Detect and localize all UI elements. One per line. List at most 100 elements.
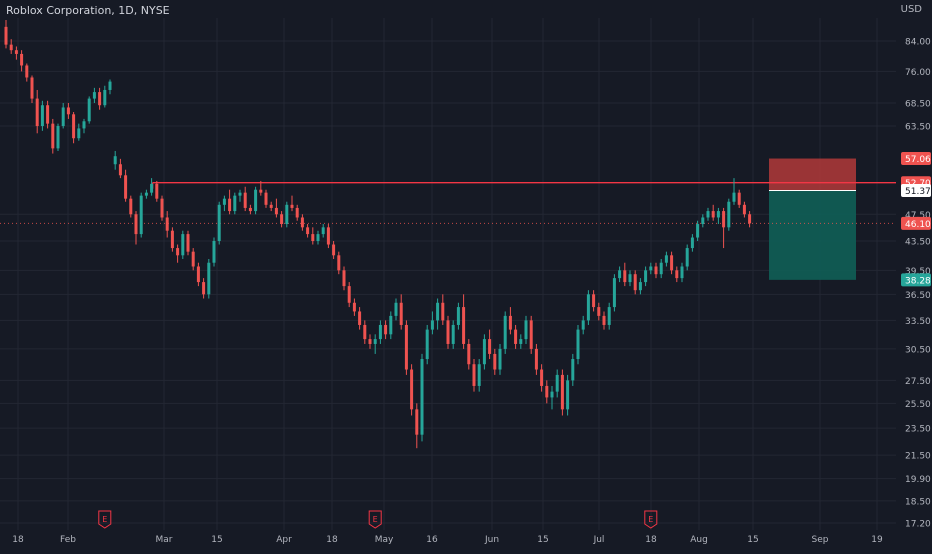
candle-body[interactable] [332, 244, 336, 256]
candle-body[interactable] [555, 374, 559, 392]
candle-body[interactable] [472, 364, 476, 386]
candle-body[interactable] [701, 217, 705, 225]
earnings-marker[interactable]: E [368, 510, 382, 529]
candle-body[interactable] [425, 329, 429, 360]
candle-body[interactable] [72, 114, 76, 139]
candle-body[interactable] [30, 77, 34, 99]
candle-body[interactable] [394, 302, 398, 316]
candle-body[interactable] [498, 348, 502, 370]
candle-body[interactable] [415, 409, 419, 435]
candle-body[interactable] [316, 234, 320, 242]
candle-body[interactable] [337, 255, 341, 271]
candle-body[interactable] [155, 183, 159, 199]
candle-body[interactable] [118, 164, 122, 176]
candle-body[interactable] [87, 98, 91, 122]
candle-body[interactable] [633, 274, 637, 291]
candle-body[interactable] [430, 320, 434, 330]
candle-body[interactable] [46, 105, 50, 124]
candle-body[interactable] [326, 227, 330, 245]
candle-body[interactable] [321, 227, 325, 235]
candle-body[interactable] [186, 234, 190, 252]
candle-body[interactable] [306, 227, 310, 235]
candle-body[interactable] [378, 324, 382, 340]
candle-body[interactable] [384, 324, 388, 335]
candle-body[interactable] [14, 50, 18, 54]
candle-body[interactable] [191, 251, 195, 267]
candle-body[interactable] [207, 262, 211, 295]
candle-body[interactable] [467, 343, 471, 365]
candle-body[interactable] [742, 204, 746, 215]
candle-body[interactable] [290, 204, 294, 208]
candle-body[interactable] [680, 266, 684, 279]
candle-body[interactable] [254, 189, 258, 212]
candle-body[interactable] [722, 211, 726, 228]
candle-body[interactable] [545, 385, 549, 398]
candle-body[interactable] [524, 320, 528, 340]
candle-body[interactable] [446, 320, 450, 344]
candle-body[interactable] [534, 348, 538, 370]
candle-body[interactable] [737, 192, 741, 205]
candle-body[interactable] [217, 204, 221, 242]
candle-body[interactable] [748, 214, 752, 224]
candle-body[interactable] [212, 241, 216, 263]
candle-body[interactable] [399, 302, 403, 325]
candle-body[interactable] [602, 315, 606, 325]
candle-body[interactable] [92, 92, 96, 99]
candle-body[interactable] [592, 294, 596, 308]
candle-body[interactable] [238, 192, 242, 196]
candle-body[interactable] [233, 195, 237, 212]
candle-body[interactable] [181, 234, 185, 256]
candle-body[interactable] [300, 217, 304, 228]
candle-body[interactable] [586, 294, 590, 321]
candle-body[interactable] [493, 353, 497, 370]
candle-body[interactable] [259, 189, 263, 193]
candle-body[interactable] [9, 44, 13, 51]
candle-body[interactable] [170, 230, 174, 249]
candle-body[interactable] [295, 207, 299, 218]
candle-body[interactable] [404, 324, 408, 370]
candle-body[interactable] [358, 311, 362, 325]
candle-body[interactable] [503, 315, 507, 349]
candle-body[interactable] [274, 207, 278, 215]
candle-body[interactable] [228, 198, 232, 212]
candle-body[interactable] [40, 105, 44, 127]
candle-body[interactable] [389, 315, 393, 335]
take-profit-zone[interactable] [769, 190, 856, 280]
candle-body[interactable] [243, 192, 247, 208]
candle-body[interactable] [165, 217, 169, 231]
candle-body[interactable] [150, 183, 154, 193]
candle-body[interactable] [685, 248, 689, 267]
candle-body[interactable] [477, 364, 481, 386]
candle-body[interactable] [514, 329, 518, 344]
candle-body[interactable] [363, 324, 367, 340]
candle-body[interactable] [352, 302, 356, 312]
candle-body[interactable] [597, 307, 601, 316]
candle-body[interactable] [160, 198, 164, 218]
candle-body[interactable] [456, 307, 460, 325]
earnings-marker[interactable]: E [644, 510, 658, 529]
candle-body[interactable] [4, 26, 8, 45]
candle-body[interactable] [124, 175, 128, 199]
candle-body[interactable] [462, 307, 466, 344]
candle-body[interactable] [436, 302, 440, 321]
candle-body[interactable] [129, 198, 133, 215]
candle-body[interactable] [56, 126, 60, 149]
candle-body[interactable] [248, 207, 252, 212]
candle-body[interactable] [35, 98, 39, 127]
candle-body[interactable] [571, 359, 575, 381]
candle-body[interactable] [607, 307, 611, 325]
candle-body[interactable] [581, 320, 585, 330]
candle-body[interactable] [540, 369, 544, 386]
candle-body[interactable] [196, 266, 200, 283]
candle-body[interactable] [644, 270, 648, 283]
candle-body[interactable] [280, 214, 284, 225]
candle-body[interactable] [202, 282, 206, 295]
candle-body[interactable] [519, 339, 523, 344]
candle-body[interactable] [488, 339, 492, 354]
candle-body[interactable] [560, 374, 564, 410]
candle-body[interactable] [347, 286, 351, 303]
candle-body[interactable] [716, 211, 720, 218]
candle-body[interactable] [176, 248, 180, 256]
candle-body[interactable] [441, 302, 445, 321]
candle-body[interactable] [20, 53, 24, 66]
